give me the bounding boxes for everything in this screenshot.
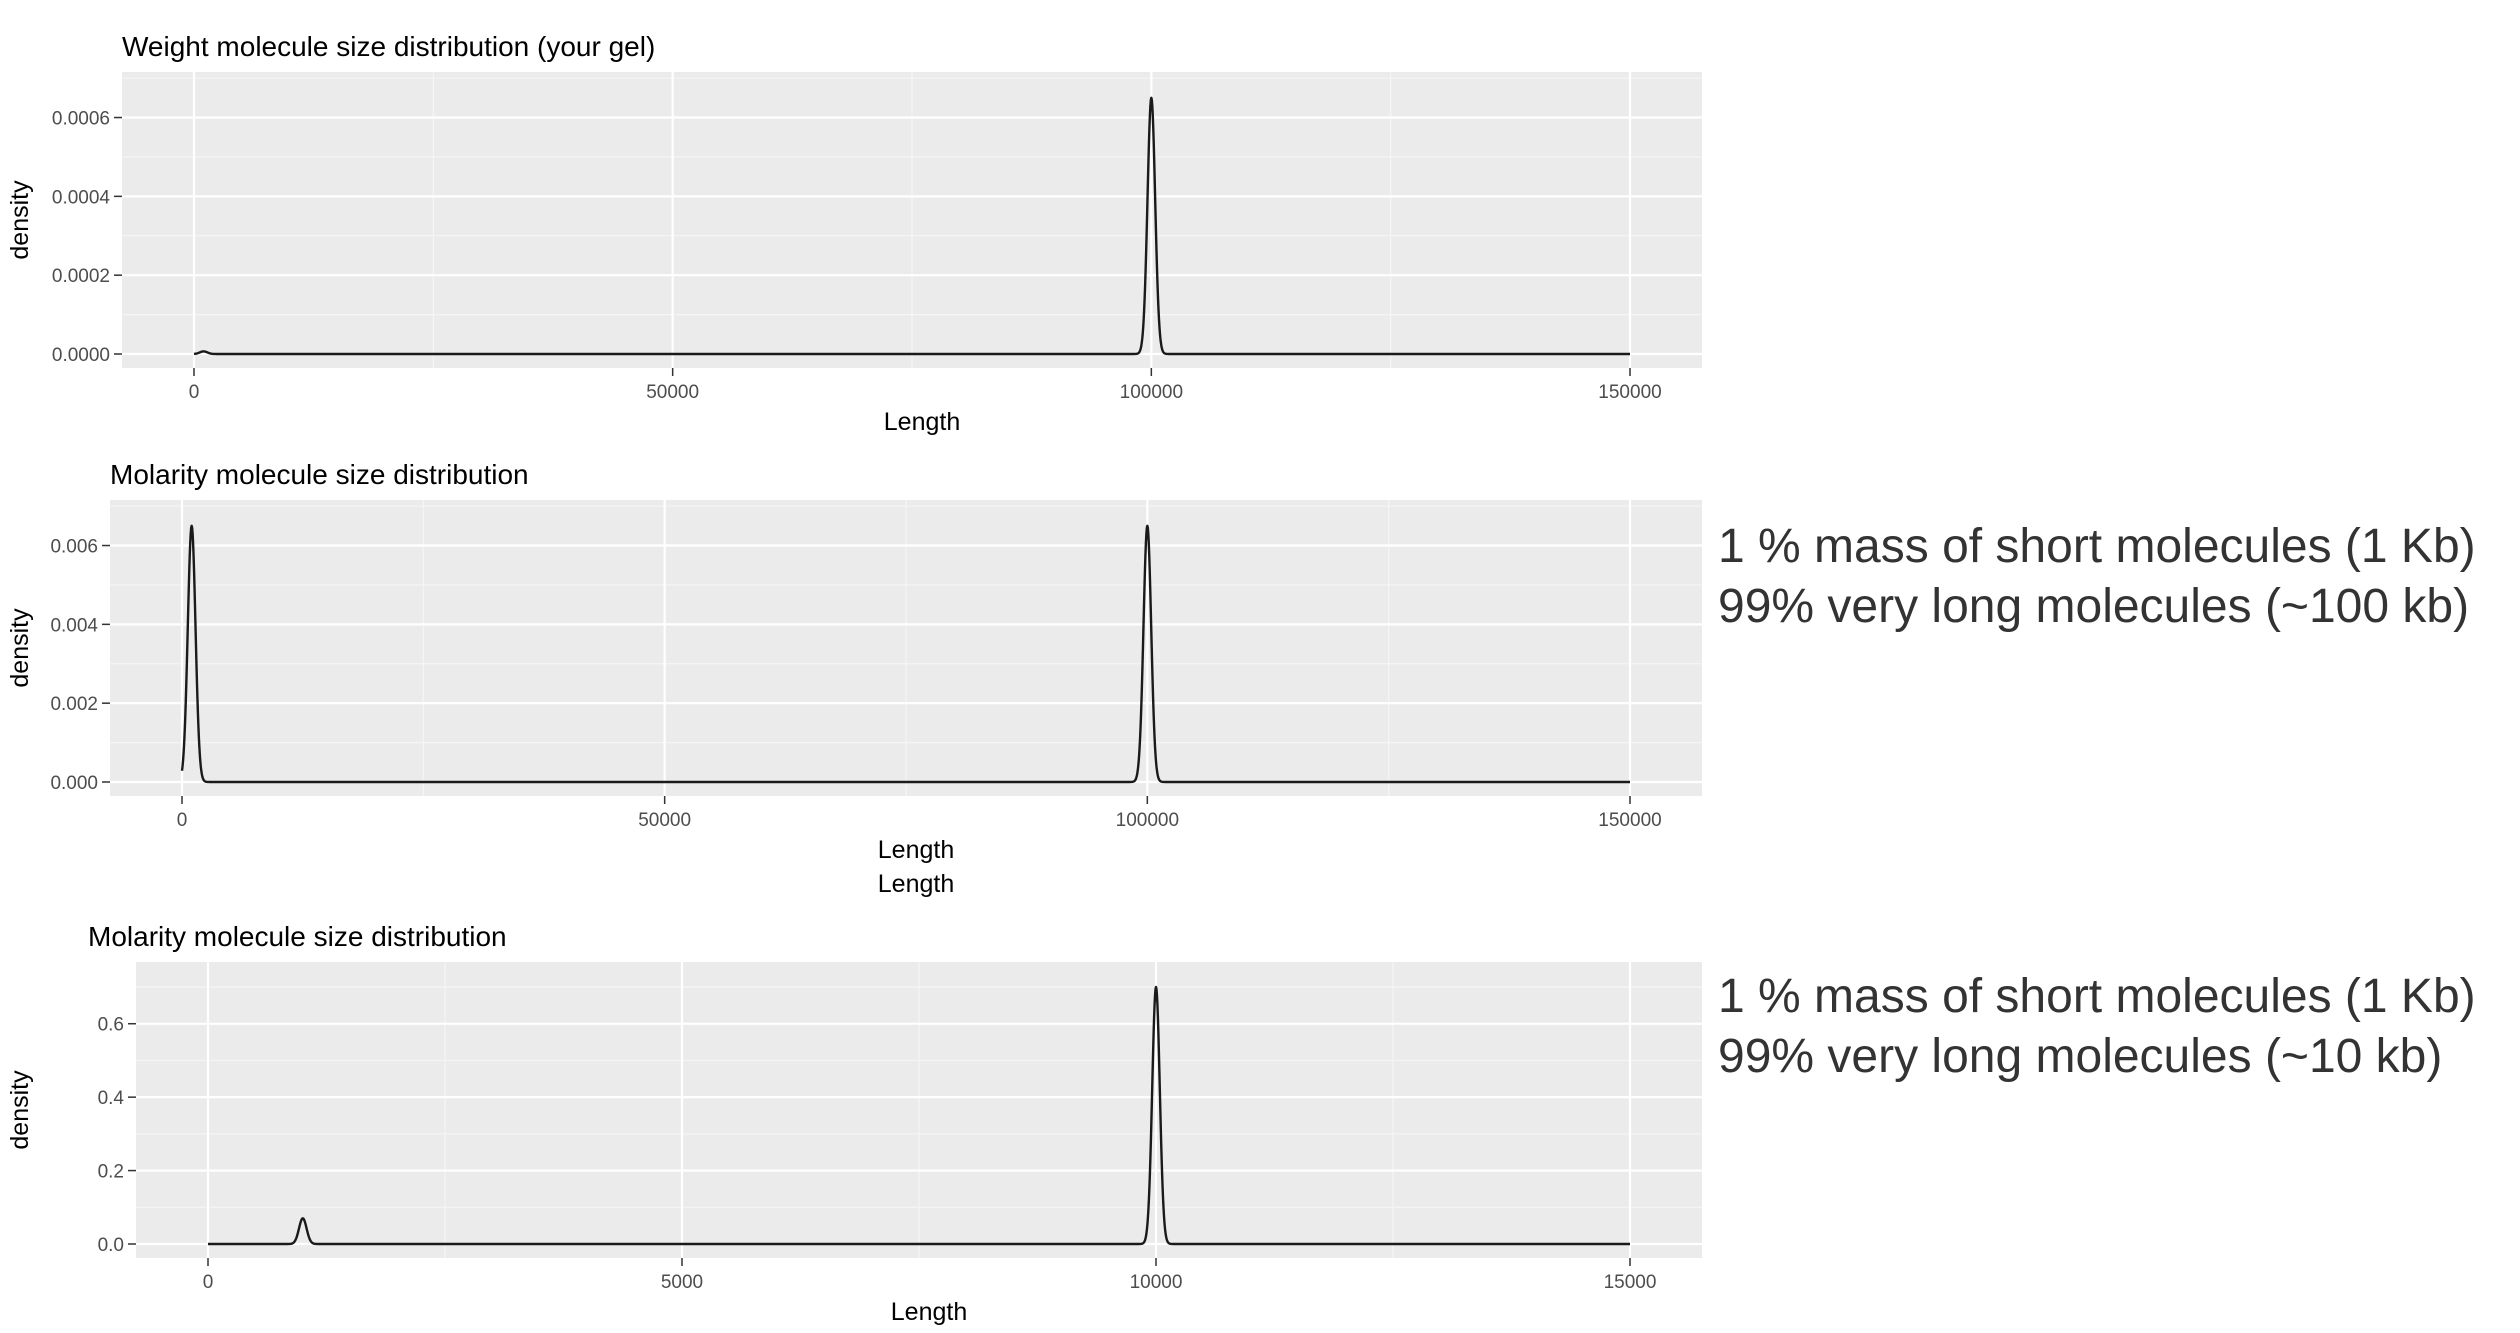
- x-tick-label: 100000: [1120, 382, 1183, 403]
- x-tick-label: 0: [189, 382, 200, 403]
- x-tick-label: 50000: [646, 382, 699, 403]
- chart-1: Weight molecule size distribution (your …: [6, 31, 1702, 436]
- annotation-line-1: 1 % mass of short molecules (1 Kb): [1718, 970, 2476, 1023]
- y-tick-label: 0.0006: [52, 109, 110, 130]
- chart-title: Molarity molecule size distribution: [110, 459, 529, 490]
- y-tick-label: 0.002: [50, 694, 98, 715]
- y-tick-label: 0.006: [50, 537, 98, 558]
- chart-2: Molarity molecule size distribution 0.000…: [6, 459, 1702, 898]
- y-tick-label: 0.000: [50, 773, 98, 794]
- x-tick-label: 15000: [1604, 1272, 1657, 1293]
- y-tick-label: 0.0004: [52, 187, 111, 208]
- chart-3: Molarity molecule size distribution 0.0 0.…: [6, 921, 1702, 1326]
- x-axis-label: Length: [884, 408, 960, 436]
- annotation-line-1: 1 % mass of short molecules (1 Kb): [1718, 520, 2476, 573]
- y-tick-label: 0.0002: [52, 266, 110, 287]
- chart-title: Molarity molecule size distribution: [88, 921, 507, 952]
- y-tick-label: 0.0: [98, 1235, 124, 1256]
- y-tick-label: 0.004: [50, 615, 98, 636]
- x-tick-label: 5000: [661, 1272, 703, 1293]
- annotation-line-2: 99% very long molecules (~10 kb): [1718, 1030, 2443, 1083]
- density-line: [193, 96, 1631, 356]
- y-axis-label: density: [6, 180, 34, 260]
- x-tick-label: 0: [177, 810, 188, 831]
- annotation-100kb: 1 % mass of short molecules (1 Kb) 99% v…: [1718, 517, 2476, 637]
- x-tick-label: 100000: [1116, 810, 1179, 831]
- x-axis-label: Length: [878, 836, 954, 864]
- x-tick-label: 150000: [1598, 810, 1661, 831]
- y-tick-label: 0.6: [98, 1015, 124, 1036]
- density-line: [207, 985, 1631, 1246]
- x-axis-label-repeat: Length: [878, 870, 954, 898]
- y-tick-label: 0.0000: [52, 345, 110, 366]
- density-line: [180, 524, 1631, 784]
- y-axis-label: density: [6, 1070, 34, 1150]
- y-axis-label: density: [6, 608, 34, 688]
- x-tick-label: 10000: [1130, 1272, 1183, 1293]
- annotation-10kb: 1 % mass of short molecules (1 Kb) 99% v…: [1718, 967, 2476, 1087]
- x-tick-label: 50000: [638, 810, 691, 831]
- y-tick-label: 0.2: [98, 1162, 124, 1183]
- x-tick-label: 150000: [1598, 382, 1661, 403]
- y-tick-label: 0.4: [98, 1088, 125, 1109]
- annotation-line-2: 99% very long molecules (~100 kb): [1718, 580, 2470, 633]
- x-tick-label: 0: [203, 1272, 214, 1293]
- chart-title: Weight molecule size distribution (your …: [122, 31, 655, 62]
- x-axis-label: Length: [891, 1298, 967, 1326]
